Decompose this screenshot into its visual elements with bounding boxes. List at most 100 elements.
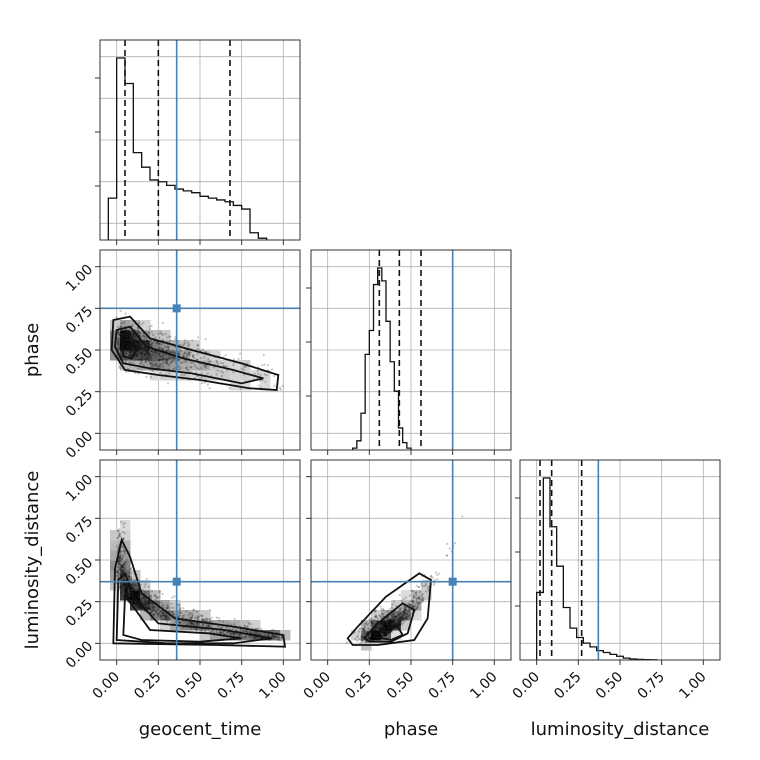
scatter-point <box>189 612 192 615</box>
density-cell <box>180 610 191 621</box>
scatter-point <box>120 585 123 589</box>
scatter-point <box>400 599 403 602</box>
scatter-point <box>273 384 276 387</box>
scatter-point <box>417 597 420 600</box>
scatter-point <box>185 356 188 359</box>
scatter-point <box>197 367 200 371</box>
scatter-point <box>140 598 143 601</box>
scatter-point <box>117 562 120 566</box>
scatter-point <box>400 618 404 621</box>
scatter-point <box>206 623 209 626</box>
scatter-point <box>402 611 405 614</box>
density-cell <box>150 590 161 601</box>
scatter-point <box>370 634 374 637</box>
scatter-point <box>116 574 119 577</box>
scatter-point <box>169 357 172 360</box>
scatter-point <box>371 633 374 636</box>
scatter-point <box>266 634 269 637</box>
scatter-point <box>155 612 159 615</box>
scatter-point <box>360 639 363 642</box>
scatter-point <box>147 590 150 593</box>
scatter-point <box>118 559 122 562</box>
scatter-point <box>400 620 403 623</box>
scatter-point <box>378 623 381 626</box>
scatter-point <box>207 624 211 627</box>
density-cell <box>421 590 432 601</box>
scatter-point <box>213 366 216 369</box>
scatter-point <box>145 375 148 378</box>
scatter-point <box>421 585 424 588</box>
contour-line <box>112 537 287 648</box>
scatter-point <box>132 350 135 353</box>
contour-line <box>362 602 416 643</box>
scatter-point <box>402 614 405 617</box>
scatter-point <box>225 626 228 629</box>
scatter-point <box>123 337 126 340</box>
scatter-point <box>167 615 170 618</box>
scatter-point <box>155 342 159 345</box>
scatter-point <box>166 618 169 621</box>
scatter-point <box>387 625 390 628</box>
scatter-point <box>208 620 212 623</box>
scatter-point <box>157 613 160 616</box>
histogram-panel-phase <box>306 249 512 455</box>
scatter-point <box>138 351 141 354</box>
scatter-point <box>140 358 143 361</box>
scatter-point <box>136 352 139 355</box>
scatter-point <box>148 343 151 346</box>
scatter-point <box>152 614 156 617</box>
density-cell <box>190 620 201 631</box>
scatter-point <box>386 616 389 619</box>
scatter-point <box>404 606 407 609</box>
scatter-point <box>215 629 218 632</box>
scatter-point <box>120 584 123 587</box>
scatter-point <box>159 362 162 365</box>
scatter-point <box>148 355 152 358</box>
scatter-point <box>132 587 135 590</box>
scatter-point <box>370 621 373 625</box>
scatter-point <box>125 594 129 598</box>
density-cell <box>240 630 251 641</box>
scatter-point <box>142 334 145 337</box>
scatter-point <box>411 600 414 603</box>
scatter-point <box>134 593 137 596</box>
scatter-point <box>138 345 141 348</box>
scatter-point <box>122 537 125 540</box>
scatter-point <box>390 629 393 632</box>
scatter-point <box>133 591 137 594</box>
scatter-point <box>391 616 394 619</box>
scatter-point <box>211 629 214 632</box>
scatter-point <box>253 372 256 375</box>
scatter-point <box>376 629 380 633</box>
scatter-point <box>134 604 137 607</box>
scatter-point <box>129 355 132 358</box>
scatter-point <box>170 616 173 619</box>
density-cell <box>120 340 131 351</box>
scatter-point <box>405 618 408 621</box>
scatter-point <box>388 621 391 624</box>
scatter-point <box>199 367 203 370</box>
scatter-point <box>391 618 395 621</box>
scatter-point <box>392 621 396 624</box>
density-cell <box>401 610 412 621</box>
scatter-point <box>123 338 126 341</box>
scatter-point <box>403 608 406 611</box>
scatter-point <box>220 626 223 629</box>
scatter-point <box>137 347 140 350</box>
scatter-point <box>398 615 402 618</box>
scatter-point <box>117 339 120 343</box>
scatter-point <box>418 585 421 589</box>
scatter-point <box>124 585 127 589</box>
scatter-point <box>387 625 390 628</box>
scatter-point <box>116 346 119 349</box>
scatter-point <box>147 585 150 588</box>
scatter-point <box>378 634 381 637</box>
scatter-point <box>379 625 382 628</box>
scatter-point <box>139 596 143 599</box>
scatter-point <box>238 352 242 355</box>
scatter-point <box>189 627 192 630</box>
scatter-point <box>415 597 418 600</box>
scatter-point <box>137 372 140 375</box>
scatter-point <box>124 592 127 596</box>
scatter-point <box>445 554 448 557</box>
